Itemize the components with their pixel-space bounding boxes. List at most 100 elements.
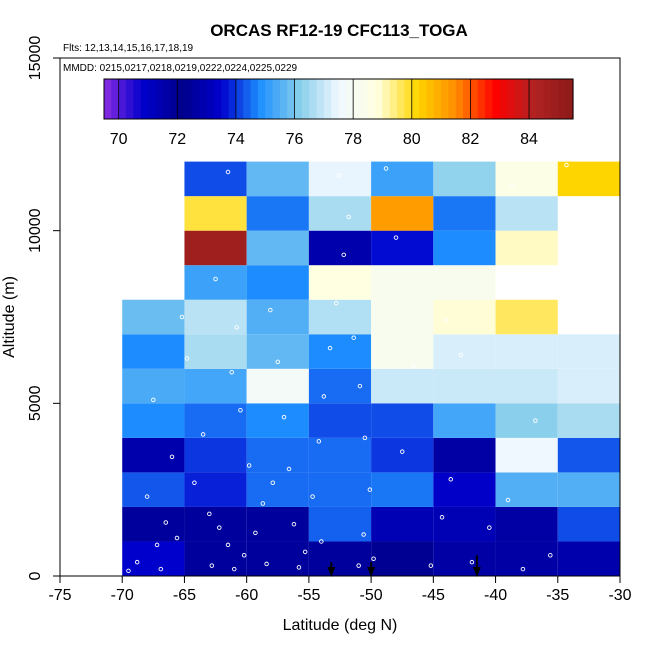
flights-subtitle: Flts: 12,13,14,15,16,17,18,19	[63, 43, 194, 54]
sample-point	[238, 407, 243, 413]
sample-point	[357, 383, 363, 389]
y-axis-label: Altitude (m)	[1, 276, 18, 358]
colorbar-segment	[184, 79, 193, 119]
y-tick-label: 5000	[27, 385, 44, 421]
colorbar-segment	[419, 79, 428, 119]
heatmap-cell	[184, 403, 247, 438]
dates-subtitle: MMDD: 0215,0217,0218,0219,0222,0224,0225…	[63, 63, 298, 74]
x-tick-label: -70	[111, 587, 134, 604]
sample-point	[367, 487, 373, 492]
heatmap-cell	[246, 472, 309, 507]
heatmap-cell	[371, 334, 434, 369]
heatmap-cell	[433, 472, 496, 507]
sample-point	[246, 463, 252, 468]
sample-point	[319, 539, 324, 544]
heatmap-cell	[184, 299, 247, 335]
sample-point	[336, 173, 342, 178]
sample-point	[234, 325, 239, 330]
heatmap-cell	[308, 541, 372, 576]
sample-point	[151, 397, 156, 403]
colorbar-segment	[294, 79, 303, 119]
sample-point	[327, 345, 333, 351]
heatmap-cell	[246, 437, 309, 473]
sample-point	[439, 515, 445, 520]
sample-point	[310, 494, 315, 499]
sample-point	[154, 542, 160, 548]
sample-point	[275, 359, 281, 365]
sample-point	[253, 530, 258, 536]
heatmap-cell	[557, 161, 620, 197]
colorbar-segment	[323, 79, 332, 119]
heatmap-cell	[371, 368, 434, 404]
heatmap-cell	[122, 299, 185, 335]
sample-point	[213, 276, 218, 282]
sample-point	[361, 532, 366, 537]
colorbar-segment	[338, 79, 347, 119]
heatmap-cell	[246, 299, 309, 335]
heatmap-cell	[246, 506, 309, 542]
heatmap-cell	[246, 541, 309, 576]
colorbar-segment	[345, 79, 354, 119]
heatmap-cell	[184, 161, 247, 197]
heatmap-cell	[557, 334, 620, 369]
colorbar-segment	[463, 79, 472, 119]
heatmap-cell	[433, 403, 496, 438]
colorbar-segment	[360, 79, 369, 119]
heatmap-cell	[246, 368, 309, 404]
sample-point	[207, 511, 212, 517]
heatmap-cell	[246, 196, 309, 231]
heatmap-cell	[184, 265, 247, 300]
colorbar-segment	[529, 79, 537, 119]
x-tick-label: -55	[297, 587, 320, 604]
heatmap-cell	[122, 506, 185, 542]
x-tick-label: -35	[546, 587, 569, 604]
colorbar-segment	[536, 79, 545, 119]
sample-point	[229, 370, 234, 375]
sample-point	[443, 318, 449, 323]
heatmap-cell	[246, 265, 309, 300]
heatmap-cell	[495, 334, 558, 369]
heatmap-cell	[557, 437, 620, 473]
sample-point	[268, 307, 273, 313]
heatmap-cell	[308, 196, 372, 231]
colorbar-tick-label: 70	[110, 131, 128, 148]
x-tick-label: -60	[235, 587, 258, 604]
heatmap-cell	[433, 437, 496, 473]
colorbar-tick-label: 82	[462, 131, 480, 148]
heatmap-cell	[495, 368, 558, 404]
colorbar-segment	[551, 79, 559, 119]
colorbar-segment	[353, 79, 362, 119]
sample-point	[184, 356, 190, 361]
colorbar-frame	[103, 78, 574, 120]
heatmap-cell	[308, 161, 372, 197]
heatmap-cell	[557, 403, 620, 438]
x-axis: -75 -70 -65 -60 -55 -50 -45 -40 -35 -30	[48, 576, 632, 604]
heatmap-cell	[184, 437, 247, 473]
sample-point	[174, 535, 180, 541]
heatmap-cell	[308, 265, 372, 300]
colorbar-segment	[104, 79, 112, 119]
x-tick-label: -45	[422, 587, 445, 604]
sample-point	[428, 563, 434, 568]
colorbar-segment	[492, 79, 501, 119]
sample-point	[321, 394, 327, 399]
colorbar-tick-label: 74	[227, 131, 245, 148]
colorbar-segment	[199, 79, 208, 119]
sample-point	[192, 480, 197, 486]
colorbar-segment	[411, 79, 420, 119]
colorbar-tick-label: 72	[168, 131, 186, 148]
sample-point	[548, 553, 553, 558]
colorbar-segment	[441, 79, 450, 119]
heatmap-cell	[184, 230, 247, 266]
colorbar-segment	[565, 79, 574, 119]
heatmap-cell	[308, 472, 372, 507]
colorbar-segment	[514, 79, 523, 119]
heatmap-cell	[308, 506, 372, 542]
colorbar-segment	[367, 79, 376, 119]
colorbar-segment	[426, 79, 435, 119]
heatmap-cell	[371, 299, 434, 335]
x-axis-label: Latitude (deg N)	[283, 617, 398, 634]
sample-point	[362, 435, 368, 441]
heatmap-cell	[184, 334, 247, 369]
